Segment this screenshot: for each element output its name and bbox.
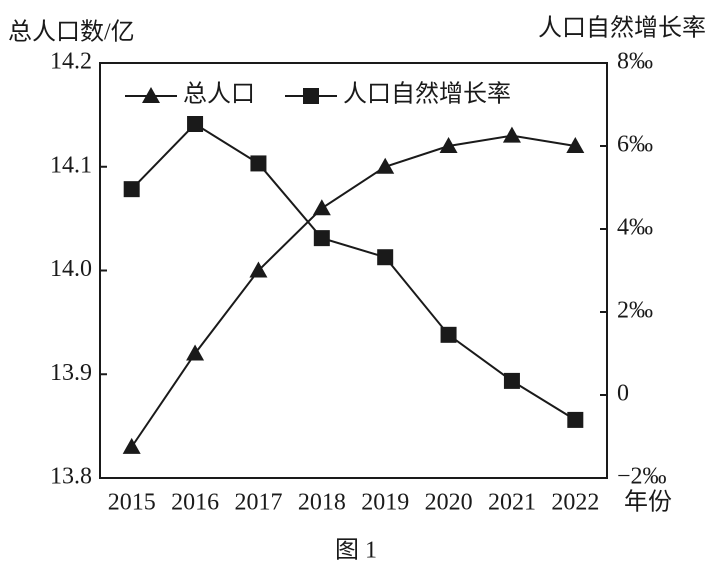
data-point [567,411,584,428]
y-tick-label: 14.2 [50,49,92,75]
data-point [187,116,204,133]
x-tick-label: 2019 [361,490,409,516]
data-point [250,155,267,172]
data-point [376,157,395,174]
legend-marker [142,87,160,103]
y2-tick-label: 4‰ [617,215,653,241]
x-tick-label: 2020 [425,490,473,516]
y-tick-label: 14.0 [50,256,92,282]
data-point [122,437,141,454]
caption: 图 1 [335,538,377,564]
x-tick-label: 2017 [234,490,282,516]
data-point [503,372,520,389]
plot-frame [99,62,608,479]
x-tick-label: 2021 [488,490,536,516]
data-point [439,137,458,153]
data-point [313,230,330,247]
x-tick-label: 2018 [298,490,346,516]
data-point [123,181,140,198]
y-tick-label: 13.8 [50,464,92,490]
series-line [130,122,576,421]
series-line [130,134,576,448]
legend-marker [303,88,319,104]
y2-axis-label: 人口自然增长率 [538,15,706,42]
data-point [249,261,268,278]
y-tick-label: 14.1 [50,152,92,178]
x-tick-label: 2015 [108,490,156,516]
data-point [566,137,585,153]
y-axis-label: 总人口数/亿 [8,19,135,46]
data-point [502,126,521,143]
data-point [440,326,457,343]
x-tick-label: 2016 [171,490,219,516]
x-axis-label: 年份 [624,489,672,516]
legend-label: 总人口 [183,81,255,108]
y2-tick-label: 2‰ [617,298,653,324]
y-tick-label: 13.9 [50,360,92,386]
data-point [377,249,394,266]
y2-tick-label: 6‰ [617,132,653,158]
y2-tick-label: 8‰ [617,49,653,75]
y2-tick-label: −2‰ [617,464,667,490]
legend-label: 人口自然增长率 [343,81,511,108]
data-point [186,344,205,361]
data-point [312,199,331,216]
y2-tick-label: 0 [617,381,629,407]
x-tick-label: 2022 [551,490,599,516]
